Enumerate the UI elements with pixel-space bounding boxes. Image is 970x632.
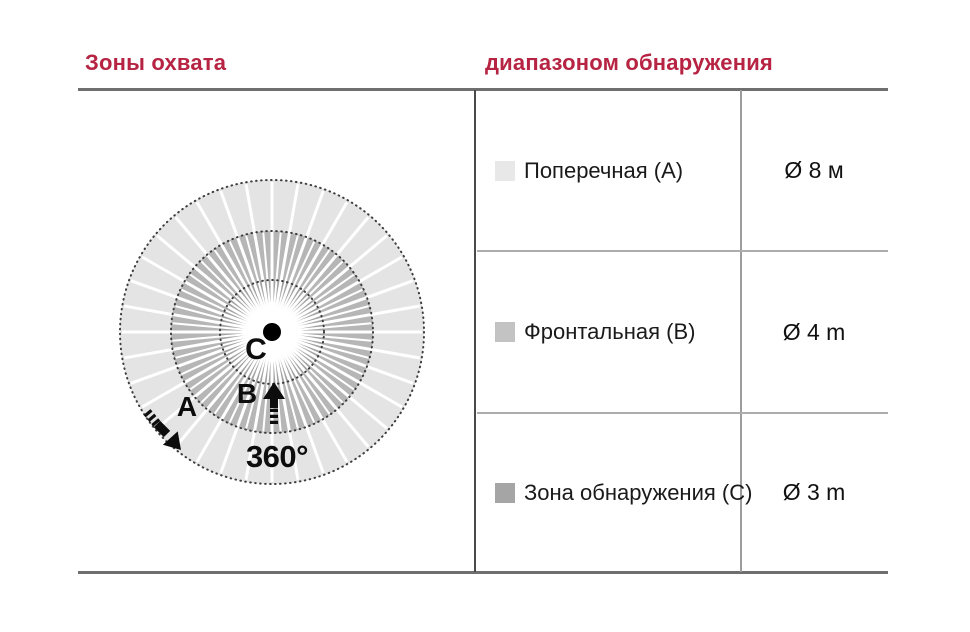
angle-360-label: 360°: [246, 439, 308, 474]
zone-b-border: [170, 230, 374, 434]
sensor-center-dot: [263, 323, 281, 341]
zone-a-border: [119, 179, 425, 485]
table-row: Зона обнаружения (С) Ø 3 m: [476, 414, 888, 571]
zone-c-name: Зона обнаружения (С): [524, 479, 753, 505]
zone-a-letter: A: [177, 391, 197, 422]
zone-b-letter: B: [237, 378, 257, 409]
zone-b-name: Фронтальная (В): [524, 319, 696, 344]
zone-c-swatch: [495, 482, 515, 503]
zone-c-border: [219, 279, 325, 385]
left-panel-title: Зоны охвата: [85, 50, 227, 75]
bottom-rule: [78, 571, 888, 574]
zone-a-range: Ø 8 м: [784, 157, 844, 183]
transverse-direction-arrow: [143, 409, 181, 450]
zone-a-swatch: [495, 160, 515, 181]
panel-divider: [474, 90, 476, 572]
right-panel-title: диапазоном обнаружения: [485, 50, 773, 75]
zone-b-swatch: [495, 322, 515, 342]
table-row: Поперечная (А) Ø 8 м: [476, 91, 888, 250]
frontal-direction-arrow: [263, 382, 285, 424]
column-divider: [740, 90, 742, 572]
row-divider: [477, 250, 888, 252]
zone-a-name: Поперечная (А): [524, 157, 684, 183]
row-divider: [477, 412, 888, 414]
radial-segments: [122, 182, 422, 482]
zone-c-range: Ø 3 m: [782, 479, 846, 505]
coverage-zones-diagram: C B A 360°: [119, 179, 425, 485]
zone-c-letter: C: [245, 333, 267, 366]
top-rule: [78, 88, 888, 91]
table-row: Фронтальная (В) Ø 4 m: [476, 252, 888, 412]
zone-b-range: Ø 4 m: [782, 318, 846, 345]
